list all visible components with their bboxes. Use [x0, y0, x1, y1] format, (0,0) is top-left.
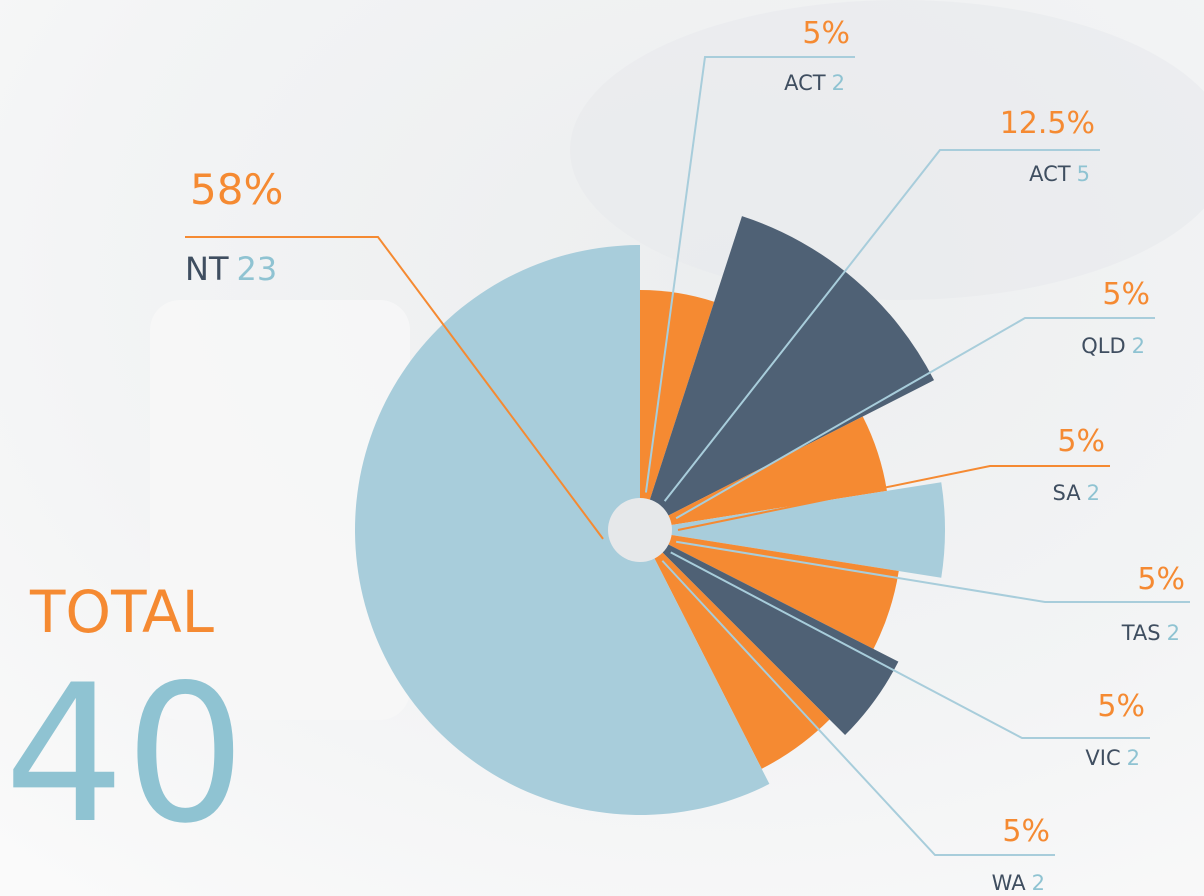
slice: [640, 416, 887, 530]
background-shape: [150, 300, 410, 720]
percent-label: 5%: [802, 16, 850, 51]
category-count: 2: [1127, 746, 1140, 770]
percent-label: 5%: [1102, 277, 1150, 312]
slice: [640, 482, 945, 578]
category-count: 2: [1167, 621, 1180, 645]
category-name: QLD: [1081, 334, 1125, 358]
category-label: ACT 5: [1029, 162, 1090, 186]
category-label: NT 23: [185, 250, 277, 288]
total-label: TOTAL: [29, 578, 214, 646]
category-count: 2: [1087, 481, 1100, 505]
category-name: ACT: [784, 71, 826, 95]
background-shape: [570, 0, 1204, 300]
category-count: 2: [832, 71, 845, 95]
category-label: WA 2: [992, 871, 1045, 895]
percent-label: 5%: [1137, 562, 1185, 597]
category-count: 2: [1132, 334, 1145, 358]
percent-label: 5%: [1097, 689, 1145, 724]
category-count: 2: [1032, 871, 1045, 895]
category-count: 5: [1077, 162, 1090, 186]
category-name: SA: [1053, 481, 1082, 505]
leader-line: [677, 465, 1110, 531]
category-name: NT: [185, 250, 229, 288]
category-label: TAS 2: [1121, 621, 1180, 645]
leader-line: [644, 56, 855, 493]
percent-label: 12.5%: [1000, 106, 1095, 141]
category-name: TAS: [1121, 621, 1161, 645]
leader-line: [675, 317, 1155, 520]
leader-line: [670, 551, 1150, 739]
leader-line: [661, 560, 1055, 856]
slice: [640, 216, 935, 530]
category-label: ACT 2: [784, 71, 845, 95]
center-hole: [608, 498, 672, 562]
slice: [640, 530, 830, 769]
category-label: SA 2: [1053, 481, 1100, 505]
slice: [640, 530, 899, 649]
category-count: 23: [236, 250, 277, 288]
leader-line: [185, 236, 604, 540]
percent-label: 5%: [1002, 814, 1050, 849]
leader-line: [663, 149, 1100, 502]
slice: [355, 245, 770, 815]
slice: [640, 290, 715, 530]
percent-label: 58%: [190, 165, 283, 214]
category-name: WA: [992, 871, 1027, 895]
category-label: QLD 2: [1081, 334, 1145, 358]
slice: [640, 530, 899, 736]
total-value: 40: [4, 644, 246, 865]
leader-line: [675, 540, 1190, 603]
percent-label: 5%: [1057, 424, 1105, 459]
category-name: VIC: [1085, 746, 1120, 770]
category-label: VIC 2: [1085, 746, 1140, 770]
category-name: ACT: [1029, 162, 1071, 186]
